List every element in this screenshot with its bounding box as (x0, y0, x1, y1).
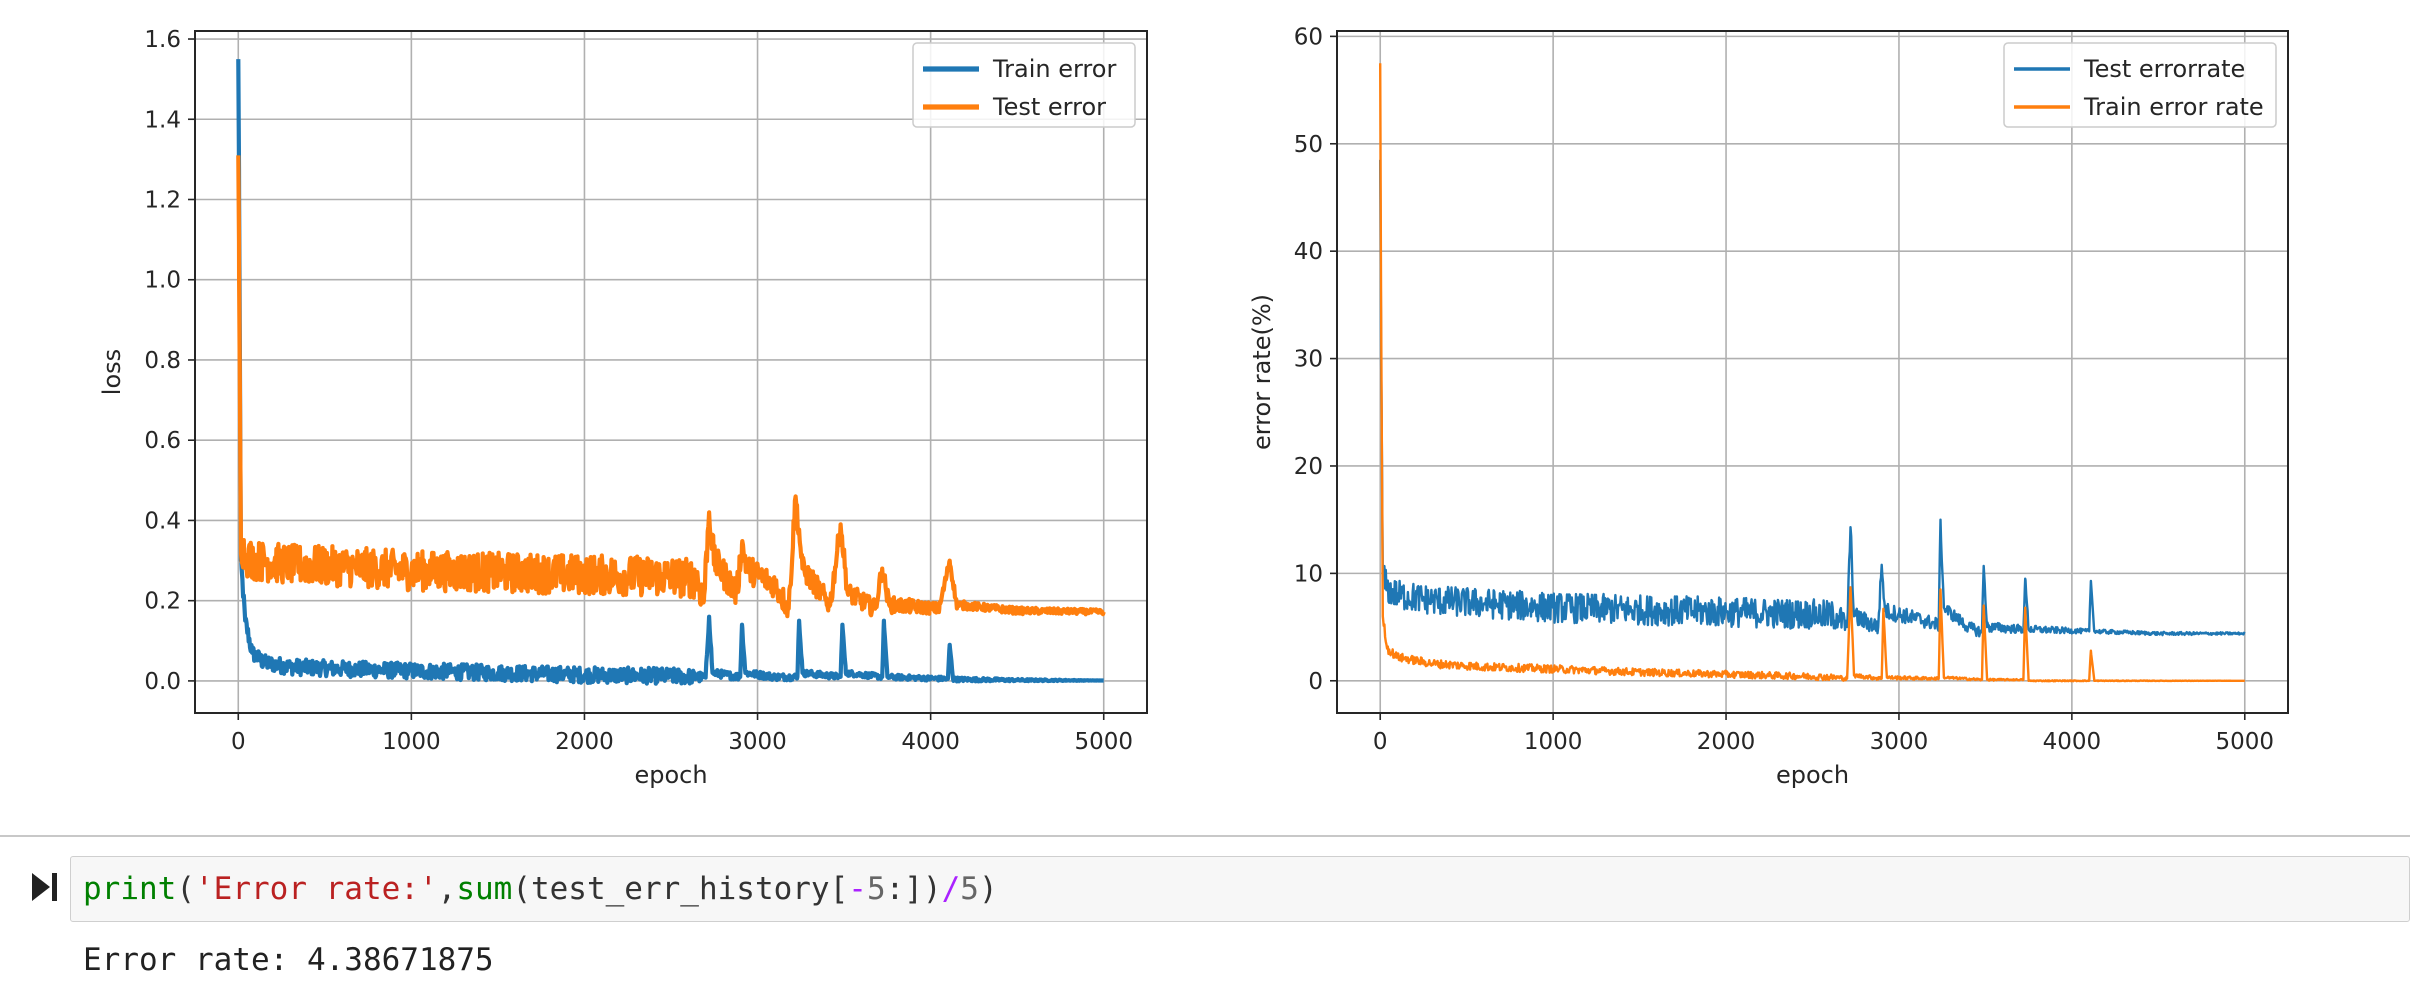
x-tick-label: 2000 (555, 729, 614, 755)
series-line-train-error-rate (1378, 63, 2246, 683)
legend-label: Train error (992, 55, 1116, 83)
x-tick-label: 5000 (1074, 729, 1133, 755)
y-tick-label: 40 (1294, 239, 1323, 265)
y-axis-label: loss (98, 349, 126, 395)
y-tick-label: 0.2 (144, 589, 181, 615)
x-tick-label: 4000 (2043, 729, 2102, 755)
code-token-paren-open: ( (176, 871, 195, 907)
y-tick-label: 0.0 (144, 669, 181, 695)
x-tick-label: 1000 (1524, 729, 1583, 755)
plots-figure: 0 1000 2000 3000 4000 50000.00.20.40.60.81.01… (98, 24, 2289, 789)
x-tick-label: 3000 (1870, 729, 1929, 755)
cell-output: Error rate: 4.38671875 (83, 942, 494, 978)
y-tick-label: 20 (1294, 454, 1323, 480)
y-tick-label: 1.0 (144, 268, 181, 294)
legend-label: Test errorrate (2083, 55, 2245, 83)
x-tick-label: 2000 (1697, 729, 1756, 755)
y-tick-label: 1.4 (144, 107, 181, 133)
x-tick-label: 5000 (2215, 729, 2274, 755)
code-token-comma: , (437, 871, 457, 907)
series-line-train-error (236, 59, 1106, 686)
code-cell-input[interactable]: print('Error rate:', sum (test_err_history… (70, 856, 2410, 922)
y-tick-label: 30 (1294, 347, 1323, 373)
run-cell-icon[interactable] (30, 870, 60, 904)
series-line-test-error (236, 155, 1106, 619)
x-tick-label: 0 (231, 729, 246, 755)
code-token-arg: (test_err_history[ (512, 871, 849, 907)
legend-box (2003, 42, 2277, 128)
y-tick-label: 50 (1294, 132, 1323, 158)
code-token-divisor: 5 (960, 871, 979, 907)
code-token-paren-close: ) (978, 871, 998, 907)
x-tick-label: 0 (1373, 729, 1388, 755)
code-token-divide: / (941, 871, 961, 907)
x-tick-label: 4000 (901, 729, 960, 755)
x-tick-label: 1000 (382, 729, 441, 755)
code-token-print: print (83, 871, 177, 907)
legend: Test errorrate Train error rate (2003, 42, 2277, 128)
legend: Train error Test error (912, 42, 1136, 128)
series-line-test-errorrate (1378, 159, 2246, 638)
y-tick-label: 1.6 (144, 27, 181, 53)
y-tick-label: 0.6 (144, 428, 181, 454)
plot-frame (194, 30, 1148, 714)
code-token-string: 'Error rate:' (195, 871, 438, 907)
x-tick-label: 3000 (728, 729, 787, 755)
y-tick-label: 10 (1294, 561, 1323, 587)
legend-label: Train error rate (2083, 93, 2264, 121)
y-axis-label: error rate(%) (1248, 294, 1276, 450)
cell-divider (0, 835, 2410, 837)
code-token-five: 5 (866, 871, 886, 907)
y-tick-label: 0.8 (144, 348, 181, 374)
code-token-minus: - (848, 871, 867, 907)
code-token-sum: sum (456, 871, 513, 907)
y-tick-label: 1.2 (144, 187, 181, 213)
chart-1: 0 1000 2000 3000 4000 5000 0.0 0.2 0.4 0.6 0.8 1.0 1… (98, 27, 1148, 789)
plot-frame (1336, 30, 2289, 714)
x-axis-label: epoch (634, 761, 707, 789)
y-tick-label: 60 (1294, 24, 1323, 50)
x-axis-label: epoch (1776, 761, 1849, 789)
legend-label: Test error (992, 93, 1106, 121)
y-tick-label: 0.4 (144, 508, 181, 534)
code-token-slice-end: :]) (885, 871, 942, 907)
chart-2: 0 1000 2000 3000 4000 5000 0 10 20 30 40 50 60 epoch e… (1248, 24, 2289, 789)
y-tick-label: 0 (1308, 669, 1323, 695)
